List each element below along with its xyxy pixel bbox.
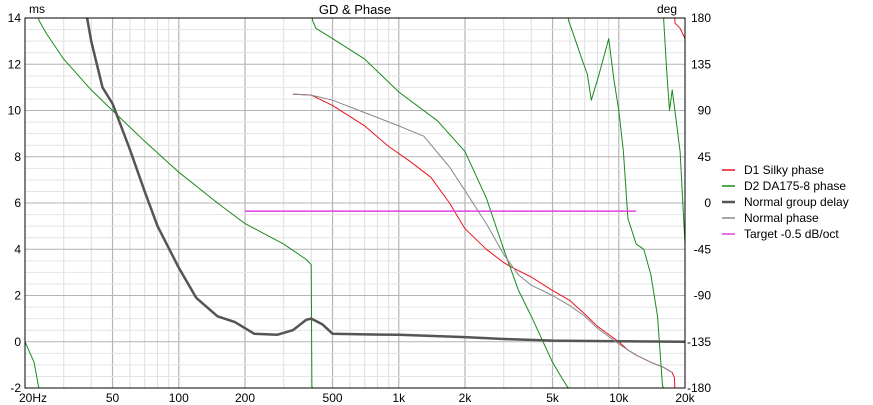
legend-label-4: Normal phase (744, 211, 819, 225)
x-tick-label: 20Hz (19, 391, 47, 405)
legend-label-2: D2 DA175-8 phase (744, 179, 846, 193)
legend-label-3: Normal group delay (744, 195, 849, 209)
legend-label-5: Target -0.5 dB/oct (744, 227, 839, 241)
x-tick-label: 20k (675, 391, 695, 405)
series-group (25, 18, 685, 388)
left-tick-label: 10 (8, 104, 22, 118)
x-tick-label: 50 (106, 391, 120, 405)
grid (25, 17, 685, 389)
right-tick-label: 90 (698, 104, 712, 118)
right-tick-label: -135 (687, 335, 711, 349)
series-line-3 (85, 18, 685, 344)
x-tick-label: 100 (169, 391, 189, 405)
right-axis-label: deg (657, 2, 677, 16)
left-tick-label: 8 (14, 150, 21, 164)
x-tick-label: 2k (459, 391, 473, 405)
left-tick-label: 14 (8, 11, 22, 25)
x-tick-label: 200 (235, 391, 255, 405)
x-tick-label: 500 (323, 391, 343, 405)
right-tick-label: -90 (694, 289, 712, 303)
left-axis-label: ms (29, 2, 45, 16)
right-tick-label: 180 (691, 11, 711, 25)
right-axis-ticks: -180 -135 -90 -45 0 45 90 135 180 (687, 11, 711, 395)
left-tick-label: 2 (14, 289, 21, 303)
x-tick-label: 10k (609, 391, 629, 405)
x-tick-label: 5k (546, 391, 560, 405)
series-line-4 (292, 93, 673, 374)
chart-title: GD & Phase (319, 2, 391, 17)
series-line-2 (25, 18, 685, 388)
left-tick-label: -2 (10, 381, 21, 395)
left-tick-label: 4 (14, 242, 21, 256)
left-tick-label: 12 (8, 57, 22, 71)
legend: D1 Silky phase D2 DA175-8 phase Normal gro… (722, 163, 849, 241)
left-tick-label: 0 (14, 335, 21, 349)
x-axis-ticks: 20Hz 50 100 200 500 1k 2k 5k 10k 20k (19, 391, 696, 405)
right-tick-label: -180 (687, 381, 711, 395)
plot-frame (24, 17, 686, 389)
right-tick-label: -45 (694, 242, 712, 256)
right-tick-label: 135 (691, 57, 711, 71)
left-axis-ticks: -2 0 2 4 6 8 10 12 14 (8, 11, 22, 395)
x-tick-label: 1k (392, 391, 406, 405)
right-tick-label: 0 (704, 196, 711, 210)
left-tick-label: 6 (14, 196, 21, 210)
right-tick-label: 45 (698, 150, 712, 164)
legend-label-1: D1 Silky phase (744, 163, 824, 177)
